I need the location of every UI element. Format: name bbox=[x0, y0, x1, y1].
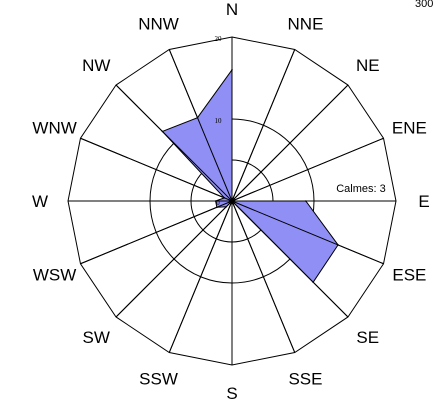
data-point-n bbox=[231, 69, 233, 71]
data-point-e bbox=[305, 200, 307, 202]
data-point-sw bbox=[225, 205, 228, 208]
spoke-overlay bbox=[231, 200, 384, 265]
data-point-wnw bbox=[223, 197, 226, 199]
data-point-nw bbox=[161, 130, 164, 133]
direction-label-wnw: WNW bbox=[32, 119, 76, 138]
corner-number: 300 bbox=[415, 0, 434, 10]
direction-label-nw: NW bbox=[82, 56, 110, 75]
spoke-overlay bbox=[168, 200, 233, 353]
direction-label-wsw: WSW bbox=[33, 265, 76, 284]
spoke-overlay bbox=[80, 137, 233, 202]
direction-label-sw: SW bbox=[83, 328, 110, 347]
direction-label-w: W bbox=[32, 192, 48, 211]
direction-label-nnw: NNW bbox=[138, 15, 179, 34]
calm-label: Calmes: 3 bbox=[336, 183, 386, 195]
spoke-overlay bbox=[231, 49, 296, 202]
direction-labels: N NNE NE ENE E ESE SE SSE S SSW SW WSW W WNW NW NNW bbox=[32, 0, 430, 402]
data-point-nnw bbox=[196, 116, 199, 119]
spoke-overlay bbox=[231, 200, 349, 318]
spoke-overlay bbox=[80, 200, 233, 265]
ring-label: 0 bbox=[216, 199, 220, 207]
spoke-overlay bbox=[168, 49, 233, 202]
ring-labels: 0 10 20 bbox=[215, 35, 223, 207]
data-point-ese bbox=[337, 244, 339, 246]
direction-label-s: S bbox=[226, 384, 237, 402]
direction-label-e: E bbox=[418, 192, 429, 211]
data-point-w bbox=[214, 200, 217, 202]
data-point-se bbox=[312, 281, 314, 283]
direction-label-nne: NNE bbox=[288, 15, 324, 34]
series-layer bbox=[68, 37, 396, 365]
direction-label-ssw: SSW bbox=[139, 369, 178, 388]
direction-label-sse: SSE bbox=[288, 369, 322, 388]
frequency-area bbox=[161, 68, 339, 283]
direction-label-n: N bbox=[226, 0, 238, 19]
spoke-overlay bbox=[231, 137, 384, 202]
direction-label-ne: NE bbox=[356, 56, 380, 75]
spoke-overlay bbox=[231, 84, 349, 202]
data-point-ssw bbox=[231, 200, 233, 202]
data-point-wsw bbox=[216, 206, 218, 209]
ring-label: 20 bbox=[215, 35, 223, 43]
direction-label-ene: ENE bbox=[392, 119, 427, 138]
spoke-overlay bbox=[231, 200, 296, 353]
direction-label-ese: ESE bbox=[392, 265, 426, 284]
ring-label: 10 bbox=[215, 117, 223, 125]
spoke-overlay bbox=[115, 84, 233, 202]
spoke-overlay bbox=[115, 200, 233, 318]
direction-label-se: SE bbox=[356, 328, 379, 347]
